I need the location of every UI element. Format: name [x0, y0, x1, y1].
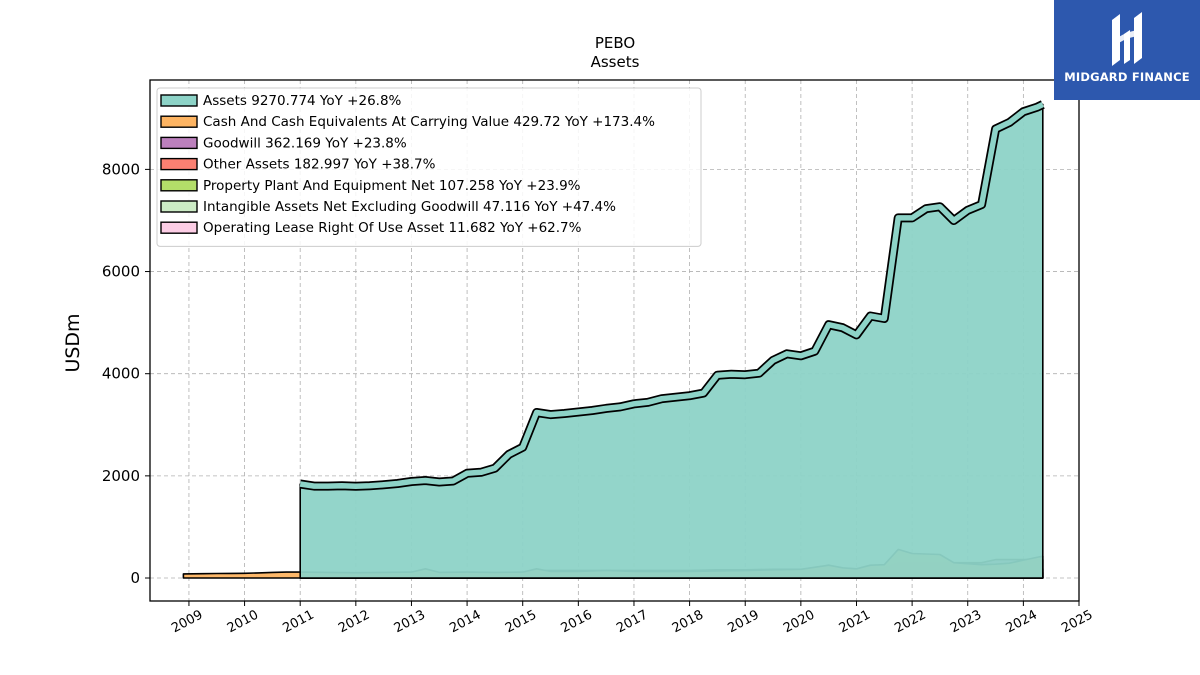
x-tick-label: 2016	[559, 608, 595, 637]
chart-title: PEBO	[595, 34, 635, 52]
x-tick-label: 2023	[948, 608, 984, 637]
legend-label: Assets 9270.774 YoY +26.8%	[203, 93, 402, 109]
x-tick-label: 2025	[1059, 608, 1095, 637]
y-tick-label: 2000	[102, 467, 140, 485]
x-tick-label: 2011	[280, 608, 316, 637]
legend-label: Other Assets 182.997 YoY +38.7%	[203, 157, 436, 173]
x-tick-label: 2017	[614, 608, 650, 637]
x-tick-label: 2014	[447, 608, 483, 637]
legend-swatch	[160, 94, 198, 107]
midgard-logo-icon	[1112, 12, 1142, 66]
legend-label: Intangible Assets Net Excluding Goodwill…	[203, 199, 616, 215]
legend-label: Operating Lease Right Of Use Asset 11.68…	[203, 220, 582, 236]
legend-swatch	[160, 221, 198, 234]
series-layer	[182, 100, 1045, 579]
legend-box	[156, 87, 702, 247]
x-tick-label: 2013	[392, 608, 428, 637]
legend-label: Cash And Cash Equivalents At Carrying Va…	[203, 114, 655, 130]
x-tick-label: 2012	[336, 608, 372, 637]
chart-subtitle: Assets	[591, 53, 640, 71]
legend-swatch	[160, 179, 198, 192]
x-tick-label: 2019	[725, 608, 761, 637]
y-tick-label: 8000	[102, 160, 140, 178]
x-tick-label: 2009	[169, 608, 205, 637]
brand-logo: MIDGARD FINANCE	[1054, 0, 1200, 100]
legend-swatch	[160, 200, 198, 213]
y-tick-label: 6000	[102, 263, 140, 281]
x-tick-label: 2020	[781, 608, 817, 637]
legend-swatch	[160, 115, 198, 128]
x-tick-label: 2010	[225, 608, 261, 637]
legend-swatch	[160, 157, 198, 171]
legend: Assets 9270.774 YoY +26.8% Cash And Cash …	[156, 87, 702, 247]
x-tick-label: 2024	[1004, 608, 1040, 637]
legend-label: Goodwill 362.169 YoY +23.8%	[203, 135, 407, 151]
y-tick-label: 0	[130, 569, 140, 587]
x-tick-label: 2015	[503, 608, 539, 637]
y-axis-label: USDm	[62, 313, 84, 372]
x-tick-label: 2022	[892, 608, 928, 637]
legend-items: Assets 9270.774 YoY +26.8% Cash And Cash …	[160, 93, 655, 236]
x-tick-label: 2018	[670, 608, 706, 637]
legend-swatch	[160, 136, 198, 150]
plot-frame	[149, 79, 1080, 602]
legend-label: Property Plant And Equipment Net 107.258…	[203, 178, 581, 194]
x-tick-label: 2021	[837, 608, 873, 637]
brand-name: MIDGARD FINANCE	[1064, 70, 1190, 84]
y-tick-label: 4000	[102, 365, 140, 383]
series-line-assets	[299, 102, 1044, 490]
